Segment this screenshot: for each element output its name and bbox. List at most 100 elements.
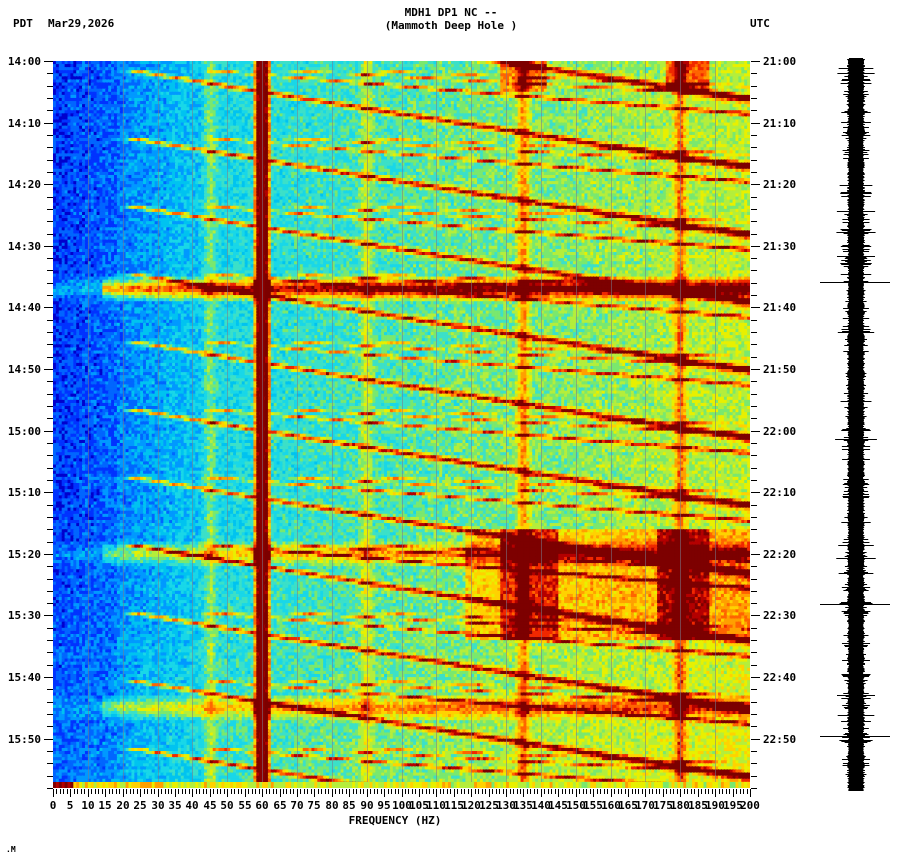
x-tick bbox=[144, 789, 145, 794]
x-tick bbox=[701, 789, 702, 794]
x-tick bbox=[84, 789, 85, 794]
x-tick bbox=[426, 789, 427, 794]
y-tick-right bbox=[751, 615, 760, 616]
y-tick-right bbox=[751, 640, 757, 641]
x-tick bbox=[485, 789, 486, 794]
x-tick bbox=[464, 789, 465, 794]
x-tick bbox=[95, 789, 96, 794]
y-tick-right bbox=[751, 603, 757, 604]
x-tick bbox=[391, 789, 392, 794]
x-tick bbox=[450, 789, 451, 794]
y-tick-right bbox=[751, 320, 757, 321]
y-tick-right bbox=[751, 554, 760, 555]
x-tick bbox=[102, 789, 103, 794]
x-tick bbox=[297, 789, 298, 797]
y-tick-right bbox=[751, 160, 757, 161]
x-axis-label: 0 bbox=[49, 799, 57, 812]
y-axis-label-utc: 22:10 bbox=[763, 486, 797, 499]
x-tick bbox=[478, 789, 479, 794]
x-tick bbox=[353, 789, 354, 794]
y-tick-right bbox=[751, 418, 757, 419]
y-tick-right bbox=[751, 468, 757, 469]
x-tick bbox=[314, 789, 315, 797]
x-tick bbox=[158, 789, 159, 797]
spectrogram-canvas[interactable] bbox=[53, 61, 750, 788]
x-tick bbox=[698, 789, 699, 797]
y-tick-right bbox=[751, 529, 757, 530]
y-tick-right bbox=[751, 505, 757, 506]
x-tick bbox=[541, 789, 542, 797]
x-axis-label: 150 bbox=[566, 799, 586, 812]
x-tick bbox=[492, 789, 493, 794]
x-tick bbox=[151, 789, 152, 794]
y-tick-right bbox=[751, 307, 760, 308]
x-tick bbox=[687, 789, 688, 794]
y-axis-label-utc: 22:50 bbox=[763, 733, 797, 746]
x-axis-label: 5 bbox=[66, 799, 74, 812]
y-tick-left bbox=[44, 246, 53, 247]
y-tick-right bbox=[751, 209, 757, 210]
x-tick bbox=[642, 789, 643, 794]
x-tick bbox=[513, 789, 514, 794]
x-tick bbox=[621, 789, 622, 794]
x-tick bbox=[165, 789, 166, 794]
x-axis-label: 155 bbox=[583, 799, 603, 812]
x-tick bbox=[457, 789, 458, 794]
x-axis-label: 75 bbox=[307, 799, 321, 812]
x-axis-label: 195 bbox=[723, 799, 743, 812]
y-tick-right bbox=[751, 61, 760, 62]
y-tick-right bbox=[751, 86, 757, 87]
x-tick bbox=[719, 789, 720, 794]
x-tick bbox=[238, 789, 239, 794]
y-tick-right bbox=[751, 172, 757, 173]
spectrogram-plot[interactable] bbox=[53, 61, 750, 788]
x-tick bbox=[91, 789, 92, 794]
x-axis-label: 100 bbox=[392, 799, 412, 812]
x-axis-label: 25 bbox=[133, 799, 147, 812]
x-tick bbox=[182, 789, 183, 794]
x-tick bbox=[286, 789, 287, 794]
x-tick bbox=[227, 789, 228, 797]
y-tick-right bbox=[751, 234, 757, 235]
x-tick bbox=[544, 789, 545, 794]
x-tick bbox=[663, 789, 664, 797]
y-tick-right bbox=[751, 406, 757, 407]
y-tick-right bbox=[751, 517, 757, 518]
y-axis-label-utc: 22:00 bbox=[763, 425, 797, 438]
x-tick bbox=[77, 789, 78, 794]
frequency-axis-title: FREQUENCY (HZ) bbox=[348, 814, 442, 827]
x-axis-label: 130 bbox=[496, 799, 516, 812]
x-tick bbox=[673, 789, 674, 794]
x-tick bbox=[510, 789, 511, 794]
y-axis-label-utc: 22:40 bbox=[763, 671, 797, 684]
x-tick bbox=[443, 789, 444, 794]
x-tick bbox=[147, 789, 148, 794]
x-axis-label: 145 bbox=[548, 799, 568, 812]
x-tick bbox=[736, 789, 737, 794]
x-tick bbox=[440, 789, 441, 794]
x-tick bbox=[415, 789, 416, 794]
x-tick bbox=[656, 789, 657, 794]
y-tick-right bbox=[751, 443, 757, 444]
y-tick-left bbox=[44, 615, 53, 616]
x-tick bbox=[262, 789, 263, 797]
y-tick-right bbox=[751, 123, 760, 124]
y-axis-label-pdt: 14:20 bbox=[7, 178, 41, 191]
timezone-label-left: PDT bbox=[13, 17, 33, 30]
y-tick-left bbox=[44, 184, 53, 185]
x-tick bbox=[370, 789, 371, 794]
x-tick bbox=[241, 789, 242, 794]
x-tick bbox=[433, 789, 434, 794]
x-tick bbox=[220, 789, 221, 794]
x-tick bbox=[311, 789, 312, 794]
y-axis-label-pdt: 15:20 bbox=[7, 548, 41, 561]
x-tick bbox=[248, 789, 249, 794]
x-tick bbox=[210, 789, 211, 797]
y-tick-right bbox=[751, 135, 757, 136]
x-tick bbox=[722, 789, 723, 794]
x-tick bbox=[733, 789, 734, 797]
y-tick-left bbox=[47, 788, 53, 789]
y-tick-right bbox=[751, 702, 757, 703]
x-tick bbox=[422, 789, 423, 794]
timezone-label-right: UTC bbox=[750, 17, 770, 30]
